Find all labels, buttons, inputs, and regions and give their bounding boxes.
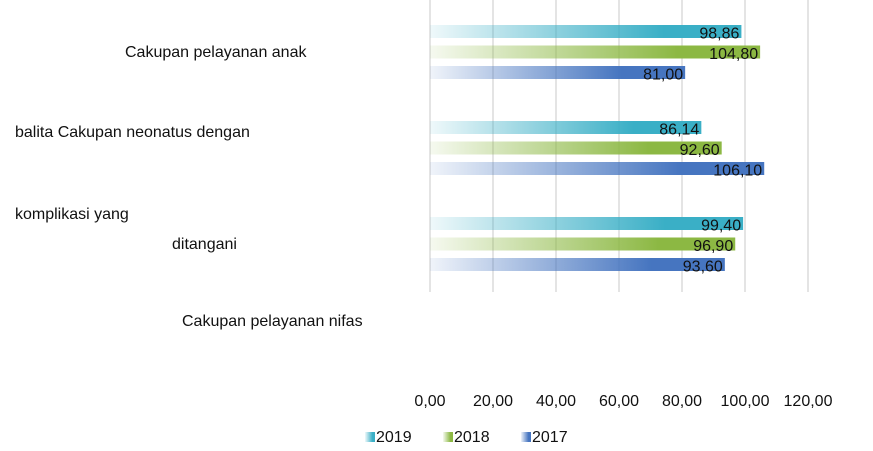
data-label: 86,14 [659,122,699,139]
category-label: ditangani [172,236,237,253]
bar [430,258,725,271]
bar [430,141,722,155]
annotation: Cakupan pelayanan nifas [182,313,363,330]
bar [430,45,761,59]
category-label: Cakupan pelayanan anak [125,44,307,61]
bar [430,25,742,38]
x-tick-label: 100,00 [721,393,770,410]
bar [430,217,744,230]
legend-label: 2017 [532,429,568,446]
x-tick-label: 40,00 [536,393,576,410]
category-label: komplikasi yang [15,206,129,223]
legend-swatch [365,432,375,442]
x-tick-label: 80,00 [662,393,702,410]
data-label: 104,80 [709,46,758,63]
legend-label: 2019 [376,429,412,446]
bar [430,66,686,79]
x-tick-label: 0,00 [414,393,445,410]
bar [430,121,702,134]
data-label: 92,60 [680,142,720,159]
legend-label: 2018 [454,429,490,446]
data-label: 98,86 [699,26,739,43]
data-label: 96,90 [693,238,733,255]
legend-swatch [521,432,531,442]
x-tick-label: 20,00 [473,393,513,410]
category-label: balita Cakupan neonatus dengan [15,124,250,141]
legend-swatch [443,432,453,442]
data-label: 93,60 [683,259,723,276]
x-tick-label: 120,00 [784,393,833,410]
data-label: 106,10 [713,163,762,180]
data-label: 81,00 [643,67,683,84]
bar [430,237,736,251]
bar [430,162,765,175]
data-label: 99,40 [701,218,741,235]
x-tick-label: 60,00 [599,393,639,410]
